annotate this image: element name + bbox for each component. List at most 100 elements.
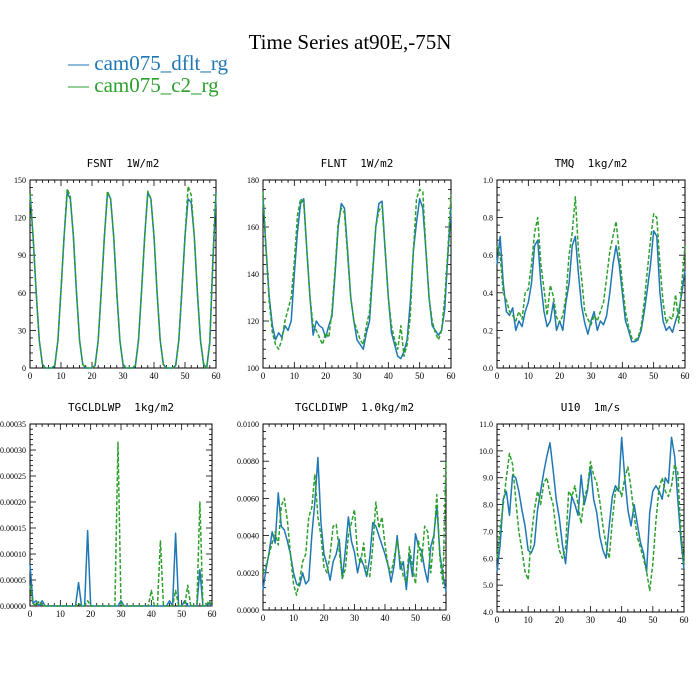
y-tick-label: 7.0 (483, 527, 493, 536)
y-tick-label: 0.00025 (0, 472, 26, 481)
x-tick-label: 20 (555, 615, 565, 625)
subplot-title: TGCLDLWP 1kg/m2 (68, 401, 174, 414)
y-tick-label: 0.0000 (237, 606, 259, 615)
subplot-tmq: TMQ 1kg/m2 0 10 20 30 40 50 60 0.0 0.2 0.4 0.6 0.8 1.… (483, 157, 690, 381)
y-tick-label: 60 (18, 289, 26, 298)
x-tick-label: 40 (384, 371, 394, 381)
x-tick-label: 30 (353, 371, 363, 381)
x-tick-label: 10 (524, 371, 534, 381)
x-tick-label: 0 (261, 613, 266, 623)
series-line-dflt (496, 230, 686, 343)
x-tick-label: 20 (320, 613, 330, 623)
x-tick-label: 0 (495, 371, 500, 381)
legend-item-dflt: — cam075_dflt_rg (68, 52, 228, 74)
x-tick-label: 20 (86, 609, 96, 619)
x-tick-label: 60 (680, 615, 690, 625)
y-tick-label: 0.0020 (237, 569, 259, 578)
x-tick-label: 30 (350, 613, 360, 623)
y-tick-label: 0.6 (483, 251, 493, 260)
y-tick-label: 1.0 (483, 176, 493, 185)
y-tick-label: 150 (14, 176, 26, 185)
legend-line-dflt: — (68, 51, 95, 75)
x-tick-label: 20 (555, 371, 565, 381)
x-tick-label: 40 (150, 371, 160, 381)
y-tick-label: 120 (14, 214, 26, 223)
x-tick-label: 0 (28, 371, 33, 381)
y-tick-label: 140 (247, 270, 259, 279)
plot-frame (262, 423, 447, 611)
y-tick-label: 100 (247, 364, 259, 373)
y-tick-label: 0 (22, 364, 26, 373)
x-tick-label: 50 (411, 613, 421, 623)
x-tick-label: 30 (586, 615, 596, 625)
x-tick-label: 0 (28, 609, 33, 619)
subplot-title: FLNT 1W/m2 (321, 157, 394, 170)
legend-line-c2: — (68, 73, 95, 97)
series-line-c2 (496, 452, 685, 592)
y-tick-label: 30 (18, 326, 26, 335)
subplot-flnt: FLNT 1W/m2 0 10 20 30 40 50 60 100 120 140 160 180 (247, 157, 456, 381)
x-tick-label: 30 (587, 371, 597, 381)
subplot-title: FSNT 1W/m2 (87, 157, 160, 170)
x-tick-label: 20 (321, 371, 331, 381)
y-tick-label: 90 (18, 251, 26, 260)
y-tick-label: 0.00000 (0, 602, 26, 611)
y-tick-label: 4.0 (483, 608, 493, 617)
y-tick-label: 0.00035 (0, 420, 26, 429)
y-tick-label: 0.00030 (0, 446, 26, 455)
subplot-u10: U10 1m/s 0 10 20 30 40 50 60 4.0 5.0 6.0 7.0 8.0 9.0 1… (479, 401, 689, 625)
x-tick-label: 10 (56, 609, 66, 619)
x-tick-label: 50 (649, 371, 659, 381)
y-tick-label: 0.0100 (237, 420, 259, 429)
y-tick-label: 0.8 (483, 214, 493, 223)
y-tick-label: 10.0 (479, 447, 493, 456)
x-tick-label: 60 (208, 609, 218, 619)
x-tick-label: 40 (147, 609, 157, 619)
y-tick-label: 0.0080 (237, 457, 259, 466)
legend-label-dflt: cam075_dflt_rg (94, 51, 229, 75)
y-tick-label: 5.0 (483, 581, 493, 590)
x-tick-label: 10 (57, 371, 67, 381)
x-tick-label: 40 (617, 615, 627, 625)
y-tick-label: 0.00015 (0, 524, 26, 533)
y-tick-label: 0.4 (483, 289, 493, 298)
y-tick-label: 6.0 (483, 554, 493, 563)
y-tick-label: 0.0040 (237, 532, 259, 541)
y-tick-label: 0.00020 (0, 498, 26, 507)
x-tick-label: 50 (415, 371, 425, 381)
y-tick-label: 160 (247, 223, 259, 232)
x-tick-label: 0 (261, 371, 266, 381)
y-tick-label: 8.0 (483, 501, 493, 510)
x-tick-label: 40 (618, 371, 628, 381)
y-tick-label: 0.0060 (237, 494, 259, 503)
x-tick-label: 10 (289, 613, 299, 623)
series-line-dflt (496, 436, 685, 573)
x-tick-label: 50 (181, 371, 191, 381)
legend-item-c2: — cam075_c2_rg (68, 74, 228, 96)
series-line-c2 (496, 196, 686, 341)
subplot-tgcldiwp: TGCLDIWP 1.0kg/m2 0 10 20 30 40 50 60 0.0000 0.00… (237, 401, 451, 623)
y-tick-label: 0.00010 (0, 550, 26, 559)
x-tick-label: 60 (447, 371, 457, 381)
series-line-dflt (262, 456, 447, 592)
x-tick-label: 10 (524, 615, 534, 625)
y-tick-label: 120 (247, 317, 259, 326)
series-line-c2 (262, 459, 447, 596)
y-tick-label: 180 (247, 176, 259, 185)
series-line-c2 (262, 188, 452, 357)
x-tick-label: 40 (381, 613, 391, 623)
series-line-c2 (29, 441, 213, 607)
plot-frame (496, 179, 686, 369)
series-line-c2 (29, 185, 217, 369)
subplot-fsnt: FSNT 1W/m2 0 10 20 30 40 50 60 0 30 60 90 120 150 (14, 157, 221, 381)
x-tick-label: 0 (495, 615, 500, 625)
subplot-tgcldlwp: TGCLDLWP 1kg/m2 0 10 20 30 40 50 60 0.00000 0.000… (0, 401, 217, 619)
subplot-title: U10 1m/s (561, 401, 621, 414)
y-tick-label: 9.0 (483, 474, 493, 483)
x-tick-label: 10 (290, 371, 300, 381)
legend-label-c2: cam075_c2_rg (94, 73, 219, 97)
figure-title: Time Series at90E,-75N (248, 30, 452, 54)
series-line-dflt (262, 198, 452, 360)
